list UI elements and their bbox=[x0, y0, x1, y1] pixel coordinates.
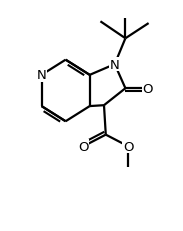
Text: O: O bbox=[78, 140, 89, 153]
Text: N: N bbox=[110, 58, 119, 71]
Text: O: O bbox=[142, 82, 153, 95]
Text: O: O bbox=[123, 140, 133, 153]
Text: N: N bbox=[37, 69, 46, 82]
